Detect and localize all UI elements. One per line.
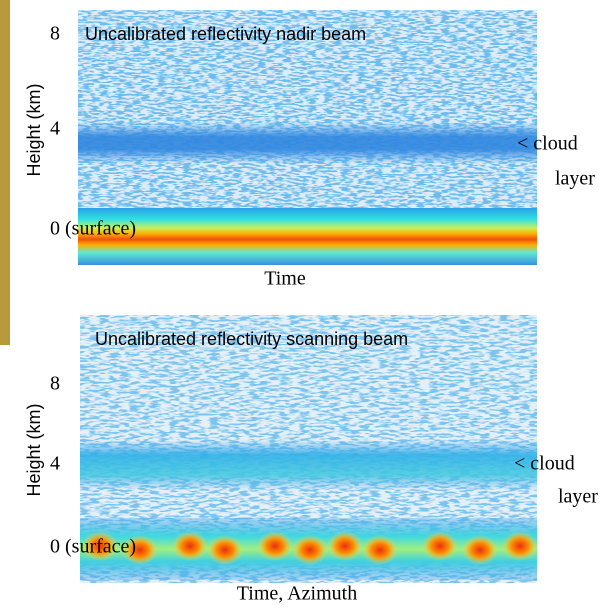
echo-blob: [422, 531, 458, 561]
annotation: layer: [558, 486, 598, 508]
panel-title: Uncalibrated reflectivity scanning beam: [95, 329, 408, 349]
y-tick-label: 0 (surface): [50, 218, 136, 240]
y-axis-label: Height (km): [24, 83, 44, 176]
echo-blob: [82, 531, 118, 561]
scanning-image: [80, 315, 538, 583]
echo-blob: [292, 535, 328, 565]
y-tick-label: 4: [50, 118, 60, 140]
echo-blob: [502, 531, 538, 561]
y-tick-label: 4: [50, 453, 60, 475]
annotation: < cloud: [517, 133, 578, 155]
echo-blob: [172, 531, 208, 561]
annotation: < cloud: [514, 453, 575, 475]
y-tick-label: 0 (surface): [50, 536, 136, 558]
panel-title: Uncalibrated reflectivity nadir beam: [85, 24, 366, 44]
annotation: layer: [555, 168, 595, 190]
echo-blob: [207, 535, 243, 565]
x-axis-label: Time, Azimuth: [237, 583, 357, 605]
echo-blob: [327, 531, 363, 561]
x-axis-label: Time: [264, 268, 306, 290]
edge-strip: [0, 0, 10, 345]
y-tick-label: 8: [50, 23, 60, 45]
echo-blob: [122, 535, 158, 565]
echo-blob: [362, 535, 398, 565]
echo-blob: [257, 531, 293, 561]
y-axis-label: Height (km): [24, 403, 44, 496]
y-tick-label: 8: [50, 373, 60, 395]
echo-blob: [462, 535, 498, 565]
nadir-image: [78, 10, 537, 265]
